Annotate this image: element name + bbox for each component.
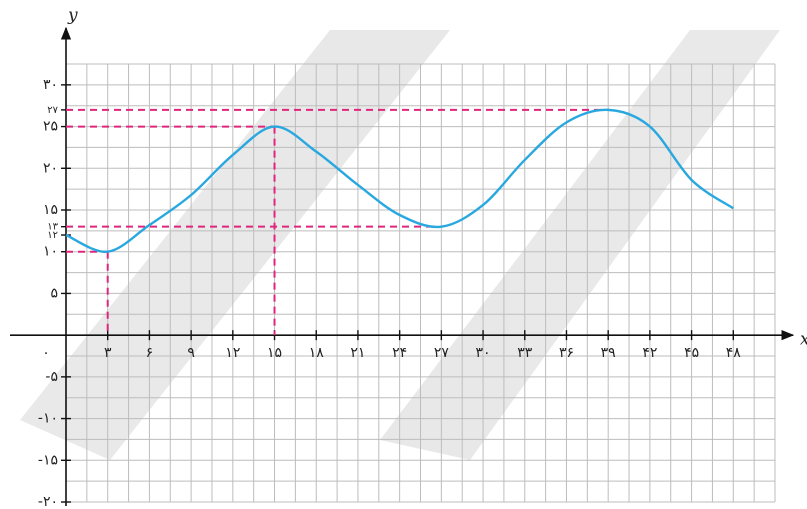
x-tick-label: ۲۱ <box>350 345 365 361</box>
x-tick-label: ۳۰ <box>476 345 491 361</box>
x-tick-label: ۹ <box>187 345 195 361</box>
x-tick-label: ۳۶ <box>559 345 574 361</box>
x-tick-label: ۲۴ <box>392 345 407 361</box>
x-tick-label: ۳ <box>104 345 112 361</box>
curve <box>65 108 734 253</box>
x-tick-label: ۴۵ <box>684 345 699 361</box>
y-tick-label: ۱۵ <box>43 202 58 218</box>
x-tick-label: ۲۷ <box>434 345 450 361</box>
y-tick-label: -۱۵ <box>38 452 58 468</box>
x-tick-label: ۳۹ <box>601 345 616 361</box>
y-tick-label: ۲۰ <box>43 160 58 176</box>
x-tick-label: ۰ <box>42 345 50 361</box>
y-tick-label: ۲۵ <box>43 119 58 135</box>
x-tick-label: ۴۲ <box>642 345 657 361</box>
watermark <box>20 30 780 460</box>
y-tick-label: -۱۰ <box>38 411 58 427</box>
y-tick-label: -۵ <box>45 369 58 385</box>
x-tick-label: ۱۸ <box>309 345 325 361</box>
x-tick-label: ۳۳ <box>517 345 533 361</box>
x-axis-label: x <box>800 330 807 350</box>
x-tick-label: ۱۵ <box>267 345 282 361</box>
x-tick-label: ۶ <box>146 345 154 361</box>
y-axis-label: y <box>67 6 78 26</box>
y-tick-label: ۲۷ <box>47 105 58 116</box>
y-tick-label: ۵ <box>50 285 58 301</box>
y-tick-label: ۱۰ <box>43 244 58 260</box>
y-tick-label: ۳۰ <box>43 77 58 93</box>
y-tick-label: -۲۰ <box>38 494 58 509</box>
x-tick-label: ۱۲ <box>225 345 240 361</box>
y-tick-label: ۱۳ <box>47 222 58 233</box>
x-tick-label: ۴۸ <box>726 345 742 361</box>
y-tick-label: ۱۲ <box>47 230 58 241</box>
